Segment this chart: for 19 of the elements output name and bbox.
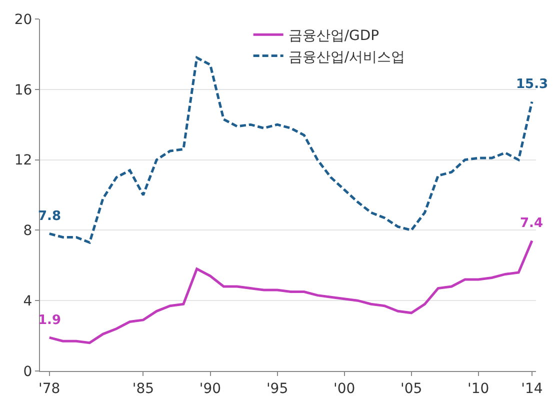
x-tick-label: '85: [132, 380, 154, 397]
x-tick-label: '14: [521, 380, 543, 397]
y-tick-label: 20: [14, 12, 32, 28]
x-tick-label: '05: [400, 380, 422, 397]
x-tick-label: '00: [333, 380, 356, 397]
y-tick-label: 12: [14, 152, 32, 169]
y-tick-label: 16: [14, 82, 32, 98]
y-tick-label: 0: [23, 364, 32, 380]
data-label: 7.8: [38, 209, 62, 224]
x-tick-label: '90: [199, 380, 222, 397]
x-tick-label: '10: [468, 380, 490, 397]
legend-label: 금융산업/서비스업: [288, 49, 406, 66]
y-tick-label: 4: [23, 294, 32, 310]
data-label: 15.3: [516, 77, 548, 92]
x-tick-label: '95: [266, 380, 288, 397]
y-tick-label: 8: [23, 223, 32, 240]
legend-label: 금융산업/GDP: [288, 28, 380, 44]
x-tick-label: '78: [38, 380, 60, 397]
data-label: 7.4: [520, 216, 544, 231]
